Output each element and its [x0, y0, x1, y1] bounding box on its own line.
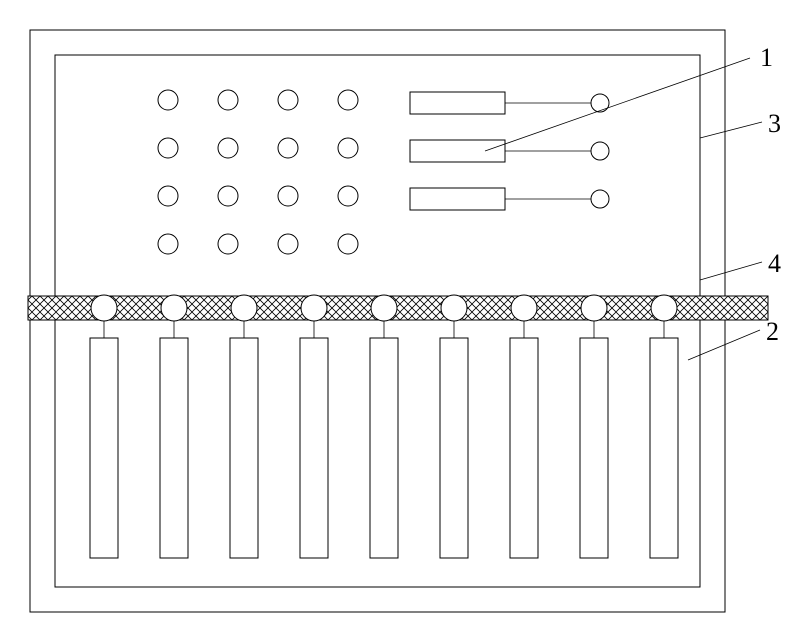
frame [30, 30, 725, 612]
grid-circle [218, 138, 238, 158]
grid-circle [218, 186, 238, 206]
slot-circle [651, 295, 677, 321]
slot-bar [580, 338, 608, 558]
grid-circle [338, 186, 358, 206]
grid-circle [158, 186, 178, 206]
frame [55, 55, 700, 587]
option-rect [410, 188, 505, 210]
slot-circle [371, 295, 397, 321]
callout-line [700, 122, 762, 138]
callout-label: 1 [760, 43, 773, 72]
slot-bar [370, 338, 398, 558]
slot-circle [91, 295, 117, 321]
option-rect [410, 140, 505, 162]
grid-circle [278, 90, 298, 110]
connector-circle [591, 190, 609, 208]
slot-circle [581, 295, 607, 321]
option-rect [410, 92, 505, 114]
grid-circle [218, 90, 238, 110]
callout-line [688, 330, 760, 360]
callout-label: 4 [768, 249, 781, 278]
callout-label: 2 [766, 317, 779, 346]
grid-circle [338, 234, 358, 254]
grid-circle [338, 138, 358, 158]
slot-bar [440, 338, 468, 558]
callout-line [700, 262, 762, 280]
slot-bar [90, 338, 118, 558]
slot-circle [511, 295, 537, 321]
slot-bar [650, 338, 678, 558]
grid-circle [278, 138, 298, 158]
callout-label: 3 [768, 109, 781, 138]
grid-circle [278, 186, 298, 206]
slot-bar [300, 338, 328, 558]
slot-bar [510, 338, 538, 558]
slot-bar [230, 338, 258, 558]
grid-circle [158, 234, 178, 254]
grid-circle [158, 138, 178, 158]
grid-circle [218, 234, 238, 254]
connector-circle [591, 94, 609, 112]
slot-circle [161, 295, 187, 321]
slot-bar [160, 338, 188, 558]
slot-circle [231, 295, 257, 321]
grid-circle [158, 90, 178, 110]
grid-circle [338, 90, 358, 110]
connector-circle [591, 142, 609, 160]
slot-circle [301, 295, 327, 321]
callout-line [485, 58, 750, 151]
grid-circle [278, 234, 298, 254]
slot-circle [441, 295, 467, 321]
